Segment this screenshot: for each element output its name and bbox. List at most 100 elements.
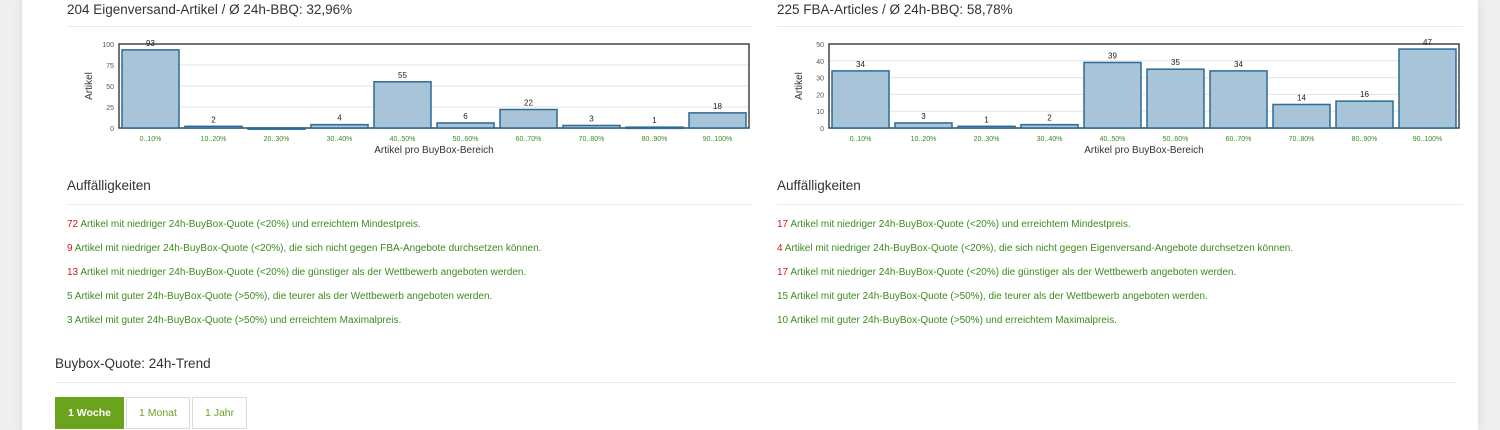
findings-list: 72 Artikel mit niedriger 24h-BuyBox-Quot… [67, 218, 541, 338]
plot-frame [828, 43, 1460, 129]
bar [121, 49, 180, 129]
y-tick-label: 0 [820, 126, 824, 133]
x-tick-label: 50..60% [453, 136, 479, 143]
finding-count: 4 [777, 243, 783, 254]
x-tick-label: 40..50% [1100, 136, 1126, 143]
x-axis-label: Artikel pro BuyBox-Bereich [374, 145, 494, 156]
y-tick-label: 25 [106, 105, 114, 112]
bar [1209, 70, 1268, 129]
divider [67, 204, 753, 205]
x-tick-label: 0..10% [850, 136, 872, 143]
finding-text: Artikel mit niedriger 24h-BuyBox-Quote (… [72, 243, 542, 254]
x-tick-label: 60..70% [516, 136, 542, 143]
finding-text: Artikel mit guter 24h-BuyBox-Quote (>50%… [72, 315, 402, 326]
y-tick-label: 100 [102, 42, 114, 49]
data-label: 4 [337, 114, 342, 123]
plot-frame [118, 43, 750, 129]
x-tick-label: 10..20% [201, 136, 227, 143]
bar [688, 112, 747, 129]
finding-text: Artikel mit niedriger 24h-BuyBox-Quote (… [78, 219, 421, 230]
data-label: 22 [524, 99, 533, 108]
bar [499, 108, 558, 129]
bar [1272, 103, 1331, 129]
bar [1335, 100, 1394, 129]
x-tick-label: 70..80% [1289, 136, 1315, 143]
bar [625, 126, 684, 130]
data-label: 35 [1171, 58, 1180, 67]
y-tick-label: 75 [106, 63, 114, 70]
data-label: 6 [463, 112, 468, 121]
finding-text: Artikel mit niedriger 24h-BuyBox-Quote (… [78, 267, 527, 278]
divider [777, 204, 1463, 205]
section-title-auffaelligkeiten: Auffälligkeiten [777, 178, 861, 193]
data-label: 34 [1234, 60, 1243, 69]
finding-count: 10 [777, 315, 789, 326]
bar [373, 81, 432, 129]
tab-1-jahr[interactable]: 1 Jahr [191, 397, 248, 429]
x-tick-label: 0..10% [140, 136, 162, 143]
y-tick-label: 50 [106, 84, 114, 91]
finding-count: 17 [777, 219, 789, 230]
data-label: 2 [1047, 114, 1052, 123]
finding-item: 9 Artikel mit niedriger 24h-BuyBox-Quote… [67, 242, 541, 266]
finding-text: Artikel mit niedriger 24h-BuyBox-Quote (… [788, 219, 1131, 230]
bar [184, 125, 243, 129]
x-tick-label: 60..70% [1226, 136, 1252, 143]
y-axis-label: Artikel [84, 72, 95, 100]
finding-item: 17 Artikel mit niedriger 24h-BuyBox-Quot… [777, 218, 1293, 242]
finding-count: 17 [777, 267, 789, 278]
data-label: 1 [984, 115, 989, 124]
bar [831, 70, 890, 129]
data-label: 34 [856, 60, 865, 69]
tab-1-woche[interactable]: 1 Woche [55, 397, 124, 429]
section-title-auffaelligkeiten: Auffälligkeiten [67, 178, 151, 193]
x-tick-label: 90..100% [703, 136, 733, 143]
bar [894, 122, 953, 129]
x-tick-label: 30..40% [1037, 136, 1063, 143]
y-tick-label: 50 [816, 42, 824, 49]
x-tick-label: 90..100% [1413, 136, 1443, 143]
findings-list: 17 Artikel mit niedriger 24h-BuyBox-Quot… [777, 218, 1293, 338]
finding-count: 3 [67, 315, 73, 326]
divider [55, 382, 1456, 383]
bar [1146, 68, 1205, 129]
bar [436, 122, 495, 129]
trend-title: Buybox-Quote: 24h-Trend [55, 356, 211, 371]
y-tick-label: 20 [816, 92, 824, 99]
finding-item: 4 Artikel mit niedriger 24h-BuyBox-Quote… [777, 242, 1293, 266]
finding-count: 15 [777, 291, 789, 302]
y-tick-label: 30 [816, 76, 824, 83]
bar-chart-svg: 0 10 20 30 40 50 Artikel 34 0..10% 3 10..20% 1 20..3… [794, 38, 1460, 156]
x-tick-label: 30..40% [327, 136, 353, 143]
y-axis-label: Artikel [794, 72, 805, 100]
bar [310, 123, 369, 129]
bar [562, 124, 621, 129]
finding-item: 15 Artikel mit guter 24h-BuyBox-Quote (>… [777, 290, 1293, 314]
finding-text: Artikel mit guter 24h-BuyBox-Quote (>50%… [788, 291, 1208, 302]
dashboard-card: 204 Eigenversand-Artikel / Ø 24h-BBQ: 32… [22, 0, 1478, 430]
x-tick-label: 50..60% [1163, 136, 1189, 143]
bar [1083, 61, 1142, 129]
tab-1-monat[interactable]: 1 Monat [125, 397, 190, 429]
divider [777, 26, 1463, 27]
finding-count: 13 [67, 267, 79, 278]
finding-item: 5 Artikel mit guter 24h-BuyBox-Quote (>5… [67, 290, 541, 314]
finding-item: 72 Artikel mit niedriger 24h-BuyBox-Quot… [67, 218, 541, 242]
finding-text: Artikel mit guter 24h-BuyBox-Quote (>50%… [72, 291, 493, 302]
bar [1398, 48, 1457, 129]
data-label: 55 [398, 71, 407, 80]
finding-text: Artikel mit niedriger 24h-BuyBox-Quote (… [782, 243, 1294, 254]
x-tick-label: 70..80% [579, 136, 605, 143]
finding-count: 5 [67, 291, 73, 302]
panel-title: 204 Eigenversand-Artikel / Ø 24h-BBQ: 32… [67, 2, 353, 17]
data-label: 39 [1108, 51, 1117, 60]
x-tick-label: 80..90% [642, 136, 668, 143]
divider [67, 26, 753, 27]
finding-item: 17 Artikel mit niedriger 24h-BuyBox-Quot… [777, 266, 1293, 290]
x-tick-label: 20..30% [264, 136, 290, 143]
data-label: 47 [1423, 38, 1432, 47]
bar [957, 125, 1016, 129]
data-label: 1 [652, 116, 657, 125]
panel-title: 225 FBA-Articles / Ø 24h-BBQ: 58,78% [777, 2, 1013, 17]
data-label: 16 [1360, 90, 1369, 99]
